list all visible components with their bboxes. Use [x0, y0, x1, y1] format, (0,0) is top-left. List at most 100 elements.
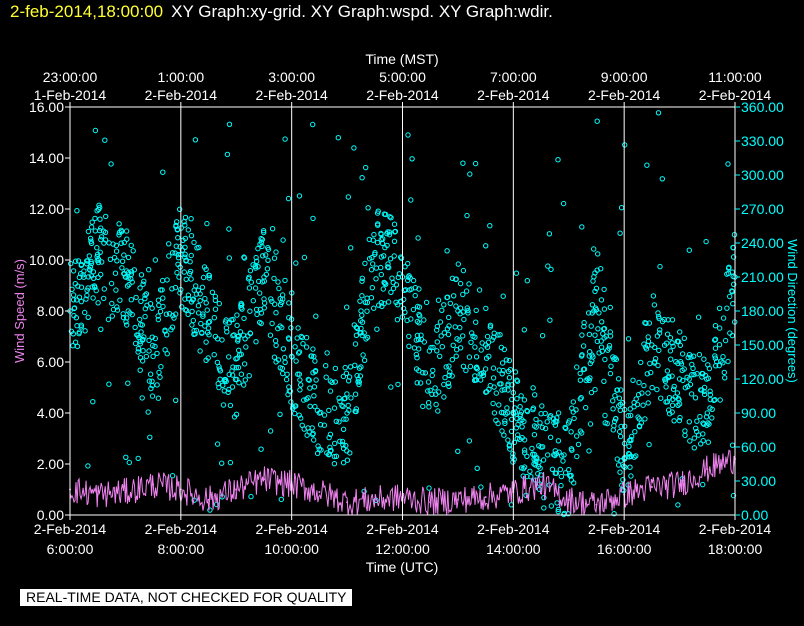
right-tick-label: 360.00 [741, 99, 784, 115]
wdir-point [201, 264, 208, 270]
wdir-point [171, 315, 177, 321]
wdir-point [292, 410, 298, 417]
wdir-point [294, 335, 300, 341]
wdir-point [140, 281, 146, 287]
wdir-point [581, 366, 588, 372]
wdir-point [469, 330, 475, 336]
wdir-point [128, 297, 135, 303]
wdir-point [204, 220, 210, 227]
wdir-point [74, 343, 81, 350]
wdir-point [362, 260, 368, 267]
top-tick-date: 2-Feb-2014 [477, 87, 550, 103]
wdir-point [205, 355, 211, 361]
wdir-point [346, 407, 352, 414]
wdir-point [295, 325, 301, 331]
wdir-point [681, 335, 687, 341]
wdir-point [156, 369, 162, 376]
wdir-point [716, 362, 722, 369]
wdir-point [160, 169, 166, 175]
wdir-point [268, 296, 274, 302]
wdir-point [463, 288, 470, 294]
wdir-point [411, 345, 418, 351]
wdir-point [677, 329, 683, 335]
wdir-point [345, 378, 352, 384]
wdir-point [101, 286, 108, 292]
wdir-point [149, 334, 155, 340]
wdir-point [727, 330, 733, 336]
wdir-point [166, 241, 172, 247]
wdir-point [466, 438, 473, 444]
wdir-point [465, 307, 471, 314]
right-tick-label: 120.00 [741, 371, 784, 387]
wdir-point [560, 458, 566, 464]
wdir-point [649, 342, 655, 348]
wdir-point [358, 308, 364, 314]
wdir-point [410, 277, 417, 284]
wdir-point [216, 384, 222, 391]
wdir-point [618, 205, 625, 211]
wdir-point [124, 283, 131, 289]
wspd-point [429, 501, 432, 504]
wdir-point [212, 306, 219, 312]
wdir-point [243, 344, 249, 350]
wdir-point [657, 263, 663, 270]
wdir-point [612, 393, 618, 399]
wdir-point [577, 370, 583, 377]
wdir-point [88, 224, 95, 230]
wdir-point [405, 132, 411, 138]
wdir-point [591, 246, 597, 252]
wdir-point [574, 453, 580, 460]
wdir-point [558, 482, 564, 489]
wdir-point [269, 226, 276, 232]
wdir-point [81, 268, 87, 274]
wdir-point [446, 314, 452, 321]
wdir-point [307, 403, 313, 409]
wdir-point [649, 384, 655, 391]
wdir-point [499, 360, 506, 366]
wdir-point [106, 381, 112, 387]
wdir-point [327, 388, 334, 394]
wdir-point [168, 327, 174, 333]
wdir-point [258, 239, 265, 245]
wdir-point [370, 237, 376, 243]
wdir-point [515, 432, 521, 438]
wdir-point [182, 251, 188, 258]
wdir-point [691, 435, 697, 441]
wdir-point [445, 380, 452, 386]
wdir-point [364, 334, 371, 341]
wdir-point [441, 381, 447, 388]
wdir-point [358, 325, 364, 332]
wdir-point [226, 354, 232, 360]
wdir-point [351, 145, 357, 151]
wdir-point [566, 418, 573, 424]
wdir-point [253, 306, 260, 313]
wdir-point [113, 287, 119, 293]
wdir-point [639, 390, 645, 396]
wdir-point [471, 377, 478, 384]
wdir-point [307, 385, 313, 391]
wdir-point [194, 245, 200, 251]
wdir-point [259, 279, 266, 285]
wdir-point [277, 365, 283, 371]
wdir-point [310, 346, 316, 352]
wdir-point [267, 428, 274, 434]
wdir-point [568, 446, 575, 452]
wdir-point [246, 373, 252, 379]
wdir-point [74, 208, 80, 214]
wdir-point [359, 312, 365, 318]
wdir-point [311, 384, 318, 390]
wdir-point [286, 300, 292, 306]
wdir-point [160, 303, 166, 310]
wdir-point [465, 310, 471, 316]
wdir-point [352, 341, 359, 347]
wdir-point [616, 403, 622, 409]
wdir-point [473, 319, 479, 325]
wdir-point [463, 367, 469, 374]
wdir-point [505, 437, 511, 443]
wdir-point [415, 303, 421, 310]
wdir-point [502, 420, 508, 427]
wdir-point [589, 358, 595, 364]
wdir-point [146, 378, 153, 384]
wdir-point [521, 447, 528, 453]
wdir-point [380, 286, 386, 292]
